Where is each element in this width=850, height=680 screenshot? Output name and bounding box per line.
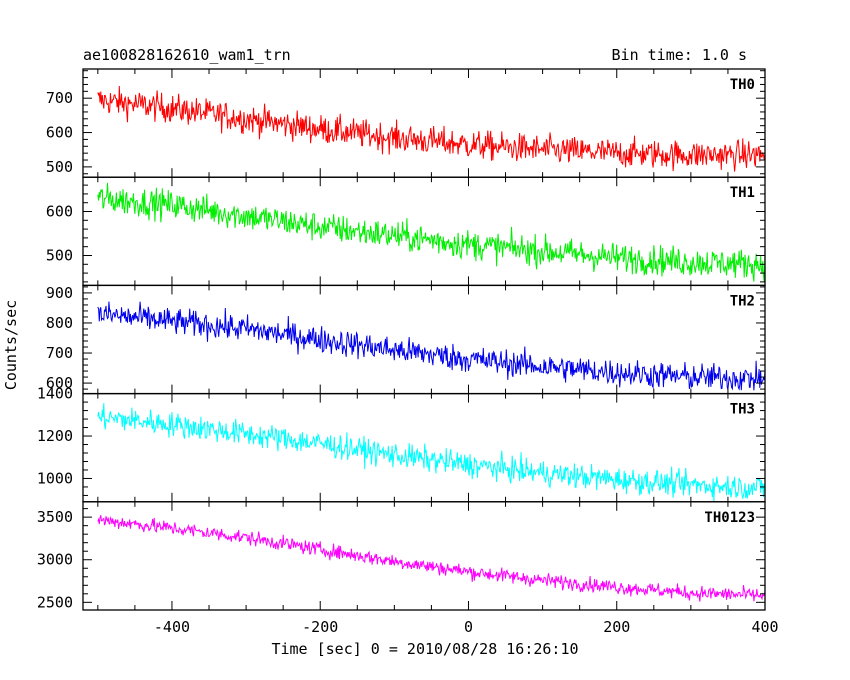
- panel-label-th0: TH0: [730, 77, 755, 93]
- series-line-th0: [97, 85, 765, 172]
- y-tick-label: 700: [46, 344, 73, 362]
- series-line-th2: [97, 301, 765, 391]
- x-tick-label: 400: [751, 618, 778, 636]
- x-tick-label: 200: [603, 618, 630, 636]
- y-tick-label: 500: [46, 246, 73, 264]
- panel-label-th3: TH3: [730, 402, 755, 418]
- y-tick-label: 3500: [37, 508, 73, 526]
- panel-label-th0123: TH0123: [704, 510, 755, 526]
- bin-time-label: Bin time: 1.0 s: [612, 46, 747, 64]
- series-line-th1: [97, 182, 765, 283]
- x-tick-label: -200: [302, 618, 338, 636]
- y-tick-label: 700: [46, 89, 73, 107]
- y-tick-label: 2500: [37, 593, 73, 611]
- y-tick-label: 600: [46, 124, 73, 142]
- panel-frame-th0123: [82, 501, 766, 611]
- y-tick-label: 3000: [37, 551, 73, 569]
- x-tick-label: -400: [154, 618, 190, 636]
- panel-label-th2: TH2: [730, 293, 755, 309]
- y-axis-label: Counts/sec: [2, 300, 20, 390]
- series-line-th0123: [97, 515, 765, 602]
- y-tick-label: 1200: [37, 427, 73, 445]
- series-line-th3: [97, 403, 765, 502]
- x-tick-label: 0: [464, 618, 473, 636]
- y-tick-label: 900: [46, 284, 73, 302]
- y-tick-label: 800: [46, 314, 73, 332]
- y-tick-label: 600: [46, 374, 73, 392]
- panels-group: 500 600 700 TH0 500 600 TH1 600 700 800 900 TH2 1000…: [37, 68, 779, 636]
- y-tick-label: 1400: [37, 385, 73, 403]
- chart-title: ae100828162610_wam1_trn: [83, 46, 291, 64]
- y-tick-label: 600: [46, 203, 73, 221]
- panel-label-th1: TH1: [730, 185, 755, 201]
- x-axis-label: Time [sec] 0 = 2010/08/28 16:26:10: [271, 640, 578, 658]
- panel-frame-th1: [82, 176, 766, 287]
- y-tick-label: 500: [46, 158, 73, 176]
- y-tick-label: 1000: [37, 469, 73, 487]
